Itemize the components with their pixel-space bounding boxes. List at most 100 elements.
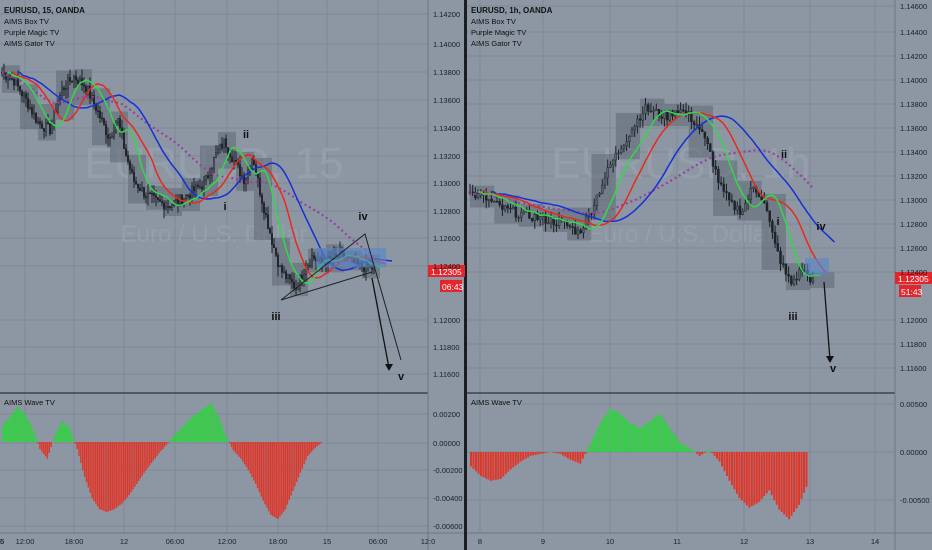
candle-body (609, 164, 612, 168)
candle-body (741, 211, 744, 215)
wave-bar (668, 428, 671, 452)
candle-body (682, 109, 685, 112)
candle-body (157, 197, 159, 200)
price-tick-label: 1.12800 (433, 207, 460, 216)
candle-body (239, 164, 241, 177)
wave-bar (529, 452, 532, 456)
indicator-label: Purple Magic TV (4, 28, 59, 37)
wave-bar (245, 442, 248, 468)
candle-body (776, 243, 780, 252)
candle-body (205, 175, 207, 181)
wave-bar (589, 444, 592, 452)
candle-body (35, 112, 37, 123)
wave-bar (55, 431, 58, 442)
candle-body (568, 225, 572, 227)
candle-body (781, 263, 785, 265)
candle-body (784, 263, 788, 275)
candle-body (557, 219, 561, 227)
wave-bar (251, 442, 253, 477)
wave-bar (691, 450, 694, 452)
wave-bar (504, 452, 507, 475)
wave-bar (532, 452, 535, 456)
wave-bar (215, 413, 218, 442)
wave-bar (713, 452, 716, 456)
wave-bar (725, 452, 728, 476)
candle-body (555, 224, 558, 227)
candle-body (65, 88, 67, 91)
wave-bar (275, 442, 277, 518)
candle-body (709, 143, 712, 152)
wave-bar (225, 436, 227, 442)
wave-bar (223, 431, 225, 442)
candle-body (307, 265, 309, 270)
candle-body (601, 184, 604, 194)
candle-body (195, 184, 197, 192)
candle-body (722, 183, 726, 192)
candle-body (633, 126, 636, 130)
candle-body (752, 186, 755, 189)
candle-body (125, 148, 127, 156)
wave-bar (137, 442, 140, 482)
candle-body (217, 148, 219, 153)
wave-bar (666, 424, 669, 452)
candle-body (71, 80, 73, 83)
wave-bar (489, 452, 492, 481)
wave-bar (104, 442, 106, 512)
ma-mid-line (11, 71, 387, 279)
wave-bar (785, 452, 788, 517)
candle-body (490, 198, 493, 202)
candle-body (606, 167, 609, 179)
aims-box (640, 98, 665, 127)
wave-bar (204, 407, 207, 442)
wave-bar (199, 411, 201, 442)
wave-bar (130, 442, 132, 493)
wave-bar (294, 442, 296, 487)
candle-body (181, 194, 183, 205)
wave-bar (100, 442, 103, 510)
wave-bar (258, 442, 261, 493)
candle-body (255, 164, 257, 174)
candle-body (23, 93, 25, 97)
candle-body (155, 195, 157, 198)
wave-bar (735, 452, 738, 494)
wave-bar (295, 442, 298, 482)
candle-body (39, 121, 41, 124)
candle-body (311, 255, 313, 266)
candle-body (145, 196, 147, 198)
wave-bar (778, 452, 781, 510)
candle-body (619, 148, 623, 153)
wave-bar (681, 443, 684, 452)
wave-bar (636, 426, 639, 452)
wave-bar (57, 428, 60, 442)
time-tick-label: 06:00 (369, 537, 388, 546)
wave-bar (214, 409, 216, 442)
candle-body (269, 228, 271, 234)
wave-bar (701, 452, 704, 455)
candle-body (177, 199, 179, 204)
wave-bar (208, 404, 210, 442)
wave-bar (24, 414, 26, 442)
wave-bar (109, 442, 112, 511)
candle-body (225, 138, 227, 148)
target-box (316, 248, 386, 268)
candle-body (147, 192, 149, 198)
candle-body (31, 107, 33, 115)
candle-body (289, 274, 291, 280)
wave-bar (581, 452, 584, 459)
annotation-layer: iiiiiiivv1.1230506:43iiiiiiivv1.1230551:… (223, 129, 932, 383)
text-layer: EURUSD, 15, OANDA AIMS Box TV Purple Magic… (4, 6, 553, 407)
candle-body (790, 275, 793, 285)
candle-body (571, 226, 574, 228)
wave-bar (96, 442, 99, 507)
price-tick-label: 1.12400 (433, 262, 460, 271)
wave-bar (147, 442, 149, 468)
wave-bar (80, 442, 82, 463)
wave-bar (733, 452, 736, 490)
wave-bar (561, 452, 564, 456)
price-label: 1.12305 (898, 274, 929, 284)
wave-bar (748, 452, 751, 508)
wave-bar (678, 442, 681, 452)
candle-body (245, 178, 247, 185)
price-tick-label: 1.14000 (433, 40, 460, 49)
